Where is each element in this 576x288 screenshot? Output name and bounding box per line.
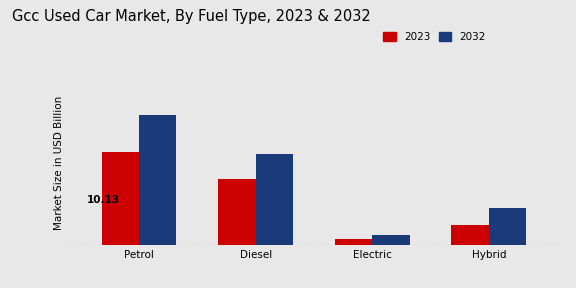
Bar — [452, 225, 489, 245]
Text: 10.13: 10.13 — [86, 195, 119, 205]
Bar — [335, 239, 372, 245]
Bar — [489, 208, 526, 245]
Bar — [218, 179, 256, 245]
Y-axis label: Market Size in USD Billion: Market Size in USD Billion — [54, 96, 63, 230]
Bar — [139, 115, 176, 245]
Text: Gcc Used Car Market, By Fuel Type, 2023 & 2032: Gcc Used Car Market, By Fuel Type, 2023 … — [12, 9, 370, 24]
Bar — [372, 235, 410, 245]
Bar — [102, 152, 139, 245]
Legend: 2023, 2032: 2023, 2032 — [379, 28, 490, 47]
Bar — [256, 154, 293, 245]
